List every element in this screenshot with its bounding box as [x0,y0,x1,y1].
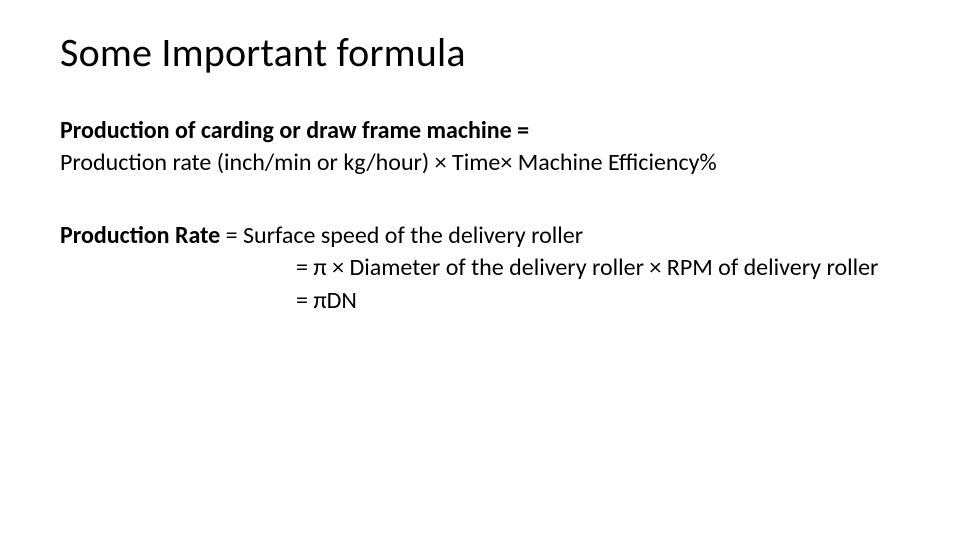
formula-block-rate: Production Rate = Surface speed of the d… [60,220,900,317]
rate-lead-rest: = Surface speed of the delivery roller [220,221,583,250]
rate-line1: Production Rate = Surface speed of the d… [60,220,900,252]
rate-line2: = π × Diameter of the delivery roller × … [296,252,900,284]
slide: Some Important formula Production of car… [0,0,960,540]
production-heading: Production of carding or draw frame mach… [60,115,900,147]
formula-block-production: Production of carding or draw frame mach… [60,115,900,180]
production-body: Production rate (inch/min or kg/hour) × … [60,147,900,179]
slide-title: Some Important formula [60,28,900,77]
rate-lead-bold: Production Rate [60,221,220,250]
rate-line3: = πDN [296,285,900,317]
rate-indented-lines: = π × Diameter of the delivery roller × … [60,252,900,317]
